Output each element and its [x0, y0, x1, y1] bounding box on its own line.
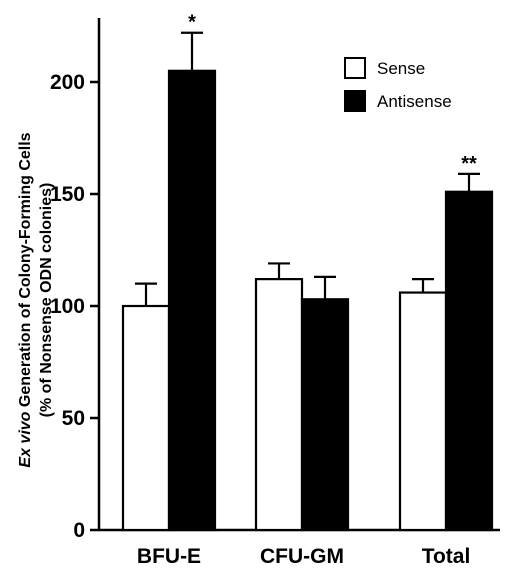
bar-antisense-0	[167, 69, 217, 532]
x-tick-label-0: BFU-E	[137, 545, 201, 568]
chart-legend: Sense Antisense	[344, 57, 452, 112]
legend-swatch-antisense	[344, 90, 366, 112]
y-tick-label-0: 0	[73, 519, 85, 542]
bar-antisense-1	[300, 298, 350, 532]
y-axis-label: Ex vivo Generation of Colony-Forming Cel…	[17, 132, 34, 467]
y-tick-label-50: 50	[62, 407, 85, 430]
legend-label-antisense: Antisense	[377, 92, 452, 111]
legend-swatch-sense	[344, 57, 366, 79]
significance-label-2: **	[461, 153, 477, 175]
y-axis-label-sub: (% of Nonsense ODN colonies)	[38, 183, 55, 418]
x-tick-label-2: Total	[422, 545, 471, 568]
y-axis-label-italic: Ex vivo	[17, 411, 34, 467]
bar-sense-2	[398, 291, 448, 532]
significance-label-0: *	[188, 12, 196, 34]
y-tick-label-200: 200	[50, 71, 85, 94]
bar-antisense-2	[444, 190, 494, 532]
chart-bars: * BFU-E CFU-GM ** Total	[121, 12, 494, 568]
legend-label-sense: Sense	[377, 59, 425, 78]
bar-sense-1	[254, 278, 304, 532]
y-axis-label-main: Generation of Colony-Forming Cells	[17, 132, 34, 411]
bar-sense-0	[121, 304, 171, 532]
y-tick-label-100: 100	[50, 295, 85, 318]
x-tick-label-1: CFU-GM	[260, 545, 344, 568]
y-tick-label-150: 150	[50, 183, 85, 206]
